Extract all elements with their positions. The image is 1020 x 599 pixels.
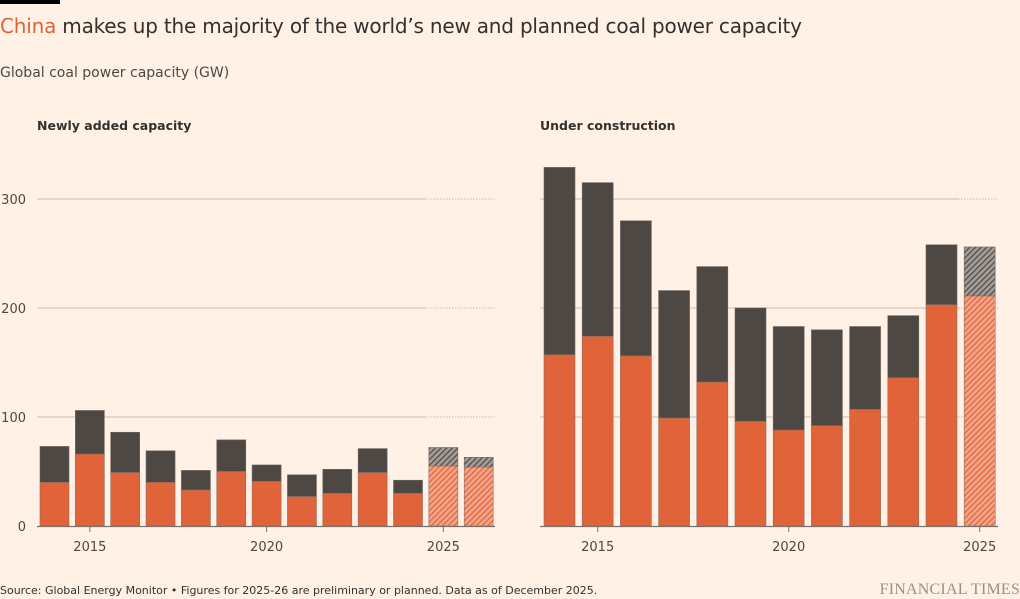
bar-rest-of-world-2020 (251, 464, 282, 482)
y-tick-label-300: 300 (1, 193, 26, 208)
bar-rest-of-world-2021 (287, 474, 317, 497)
bar-china-2018 (181, 489, 211, 527)
x-tick-label-2015: 2015 (73, 540, 106, 555)
bar-china-2020 (772, 429, 805, 527)
bar-china-2026 (463, 466, 494, 527)
bar-rest-of-world-2025 (963, 246, 996, 297)
x-tick-label-2020: 2020 (250, 540, 283, 555)
bar-china-2019 (734, 421, 767, 527)
bar-rest-of-world-2017 (145, 450, 176, 483)
x-tick-label-2020: 2020 (772, 540, 805, 555)
ft-top-bar (0, 0, 60, 4)
bar-china-2023 (357, 472, 388, 527)
bar-rest-of-world-2014 (543, 167, 576, 356)
chart-title: China makes up the majority of the world… (0, 14, 802, 38)
y-tick-label-100: 100 (1, 411, 26, 426)
bar-china-2014 (543, 354, 576, 527)
panel-title-under-construction: Under construction (540, 118, 676, 133)
bar-china-2017 (145, 482, 176, 527)
x-tick-label-2025: 2025 (963, 540, 996, 555)
bar-china-2016 (620, 355, 652, 527)
bar-china-2021 (287, 496, 317, 527)
y-tick-label-200: 200 (1, 302, 26, 317)
bar-rest-of-world-2022 (849, 326, 881, 410)
bar-china-2019 (216, 471, 247, 527)
title-highlight-china: China (0, 14, 57, 38)
bar-rest-of-world-2020 (772, 326, 805, 431)
bar-china-2021 (811, 425, 843, 527)
bar-rest-of-world-2019 (734, 307, 767, 422)
bar-rest-of-world-2016 (110, 431, 140, 473)
bar-rest-of-world-2021 (811, 329, 843, 427)
bar-rest-of-world-2014 (39, 446, 70, 483)
bar-china-2017 (658, 417, 690, 527)
title-text: makes up the majority of the world’s new… (56, 14, 802, 38)
bar-rest-of-world-2024 (393, 479, 423, 494)
x-tick-label-2015: 2015 (581, 540, 614, 555)
bar-china-2016 (110, 472, 140, 527)
bar-rest-of-world-2024 (925, 244, 958, 306)
bar-china-2022 (849, 409, 881, 527)
bar-rest-of-world-2018 (696, 266, 729, 383)
bar-rest-of-world-2023 (887, 315, 920, 379)
bar-rest-of-world-2017 (658, 290, 690, 419)
bar-rest-of-world-2023 (357, 448, 388, 473)
bar-china-2015 (75, 453, 105, 527)
bar-china-2024 (393, 492, 423, 527)
bar-rest-of-world-2016 (620, 220, 652, 357)
bar-china-2025 (963, 295, 996, 527)
bar-rest-of-world-2019 (216, 439, 247, 472)
bar-rest-of-world-2022 (322, 469, 353, 494)
bar-rest-of-world-2026 (463, 457, 494, 468)
y-tick-label-0: 0 (18, 520, 26, 535)
bar-rest-of-world-2018 (181, 470, 211, 491)
bar-china-2023 (887, 377, 920, 527)
bar-china-2020 (251, 481, 282, 527)
bar-china-2014 (39, 482, 70, 527)
bar-china-2018 (696, 381, 729, 527)
chart-subtitle: Global coal power capacity (GW) (0, 65, 230, 81)
bar-china-2015 (581, 336, 614, 527)
bar-china-2022 (322, 492, 353, 527)
bar-rest-of-world-2015 (75, 410, 105, 455)
bar-rest-of-world-2025 (428, 447, 459, 467)
bar-china-2025 (428, 465, 459, 527)
bar-china-2024 (925, 304, 958, 527)
source-note: Source: Global Energy Monitor • Figures … (0, 584, 598, 597)
bar-rest-of-world-2015 (581, 182, 614, 337)
x-tick-label-2025: 2025 (427, 540, 460, 555)
ft-logo: FINANCIAL TIMES (879, 581, 1020, 598)
panel-title-newly-added: Newly added capacity (37, 118, 192, 133)
